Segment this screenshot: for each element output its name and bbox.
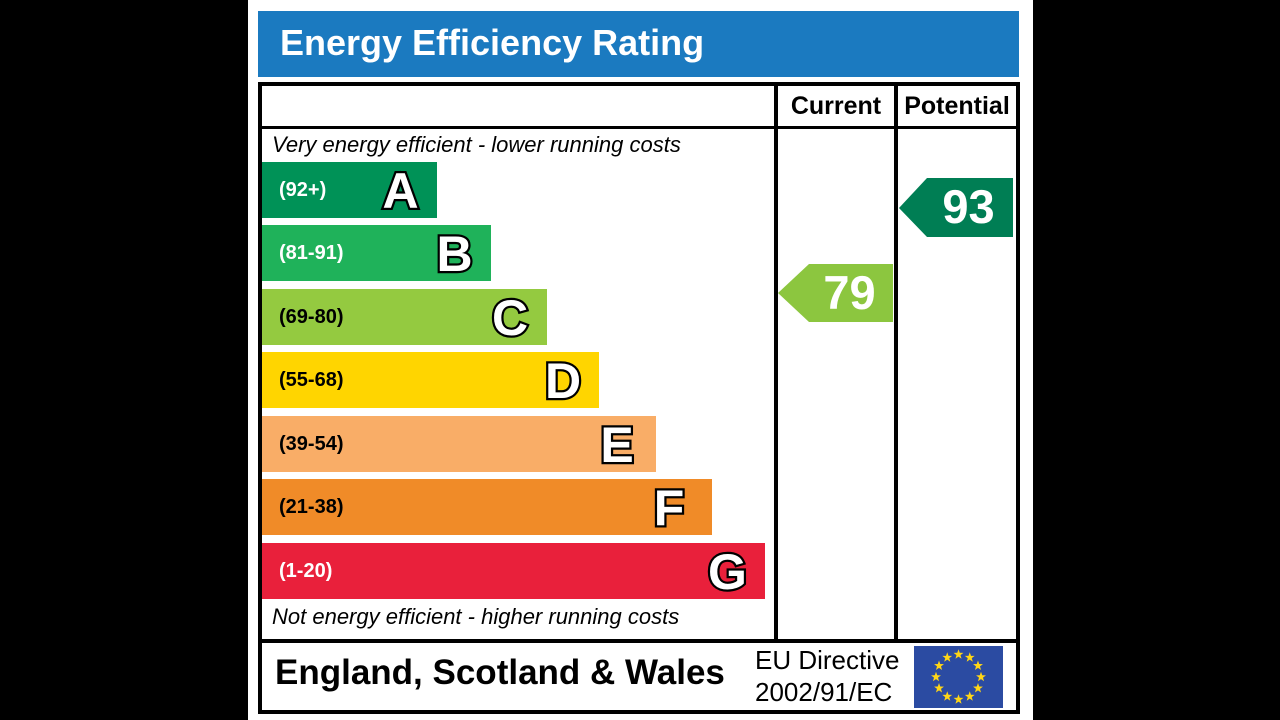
svg-text:F: F <box>654 480 685 535</box>
svg-text:G: G <box>708 544 747 599</box>
svg-text:D: D <box>545 353 581 408</box>
svg-text:93: 93 <box>942 180 994 233</box>
svg-text:C: C <box>492 290 528 345</box>
svg-text:A: A <box>382 163 418 218</box>
svg-text:79: 79 <box>823 266 875 319</box>
svg-text:B: B <box>436 226 472 281</box>
svg-text:E: E <box>600 417 633 472</box>
